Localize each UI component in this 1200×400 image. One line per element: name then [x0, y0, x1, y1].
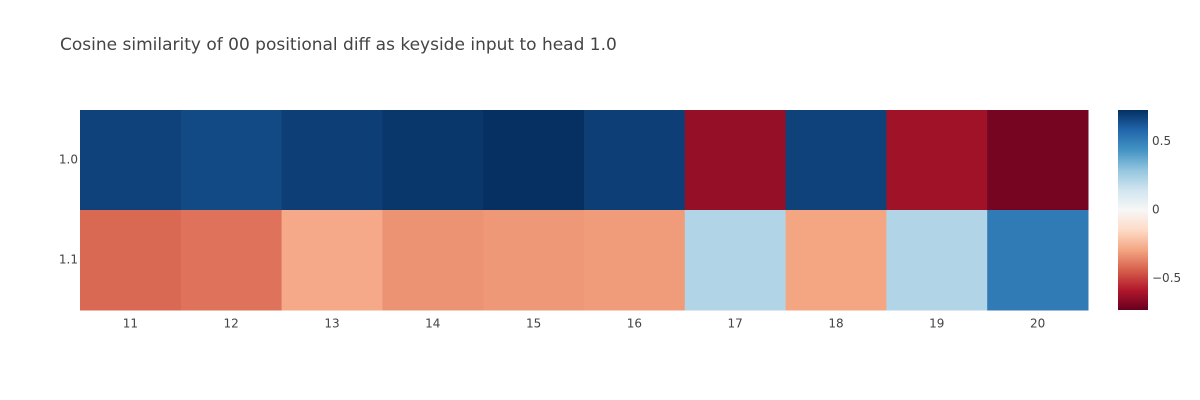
heatmap-cell — [281, 110, 383, 211]
heatmap-cell — [886, 110, 988, 211]
x-tick-label: 15 — [526, 317, 541, 331]
heatmap-cell — [684, 210, 787, 311]
x-tick-label: 14 — [425, 317, 440, 331]
heatmap-cell — [886, 210, 988, 311]
heatmap-cell — [684, 110, 787, 211]
heatmap-cell — [785, 110, 887, 211]
chart-title: Cosine similarity of 00 positional diff … — [60, 35, 617, 55]
colorbar-tick-label: −0.5 — [1152, 271, 1181, 285]
colorbar-gradient — [1118, 110, 1148, 310]
x-tick-label: 16 — [627, 317, 642, 331]
y-tick-label: 1.0 — [59, 153, 78, 167]
heatmap-cell — [483, 210, 585, 311]
x-tick-label: 20 — [1030, 317, 1045, 331]
x-tick-label: 13 — [324, 317, 339, 331]
colorbar: 0.5 0 −0.5 — [1118, 110, 1181, 310]
x-tick-label: 11 — [123, 317, 138, 331]
heatmap-cells — [80, 110, 1089, 311]
heatmap-cell — [180, 110, 283, 211]
x-tick-label: 12 — [224, 317, 239, 331]
x-tick-label: 17 — [728, 317, 743, 331]
x-tick-label: 18 — [828, 317, 843, 331]
colorbar-tick-label: 0.5 — [1152, 134, 1171, 148]
heatmap-cell — [483, 110, 585, 211]
heatmap-cell — [584, 210, 686, 311]
x-axis-ticks: 11 12 13 14 15 16 17 18 19 20 — [123, 317, 1045, 331]
heatmap-cell — [584, 110, 686, 211]
heatmap-cell — [987, 210, 1089, 311]
x-tick-label: 19 — [929, 317, 944, 331]
y-tick-label: 1.1 — [59, 253, 78, 267]
heatmap-cell — [180, 210, 283, 311]
y-axis-ticks: 1.0 1.1 — [59, 153, 78, 267]
heatmap-cell — [382, 210, 484, 311]
colorbar-tick-label: 0 — [1152, 203, 1160, 217]
heatmap-cell — [785, 210, 887, 311]
heatmap-cell — [80, 110, 182, 211]
heatmap-cell — [987, 110, 1089, 211]
colorbar-ticks: 0.5 0 −0.5 — [1152, 134, 1181, 285]
heatmap-cell — [382, 110, 484, 211]
heatmap-cell — [80, 210, 182, 311]
heatmap-cell — [281, 210, 383, 311]
